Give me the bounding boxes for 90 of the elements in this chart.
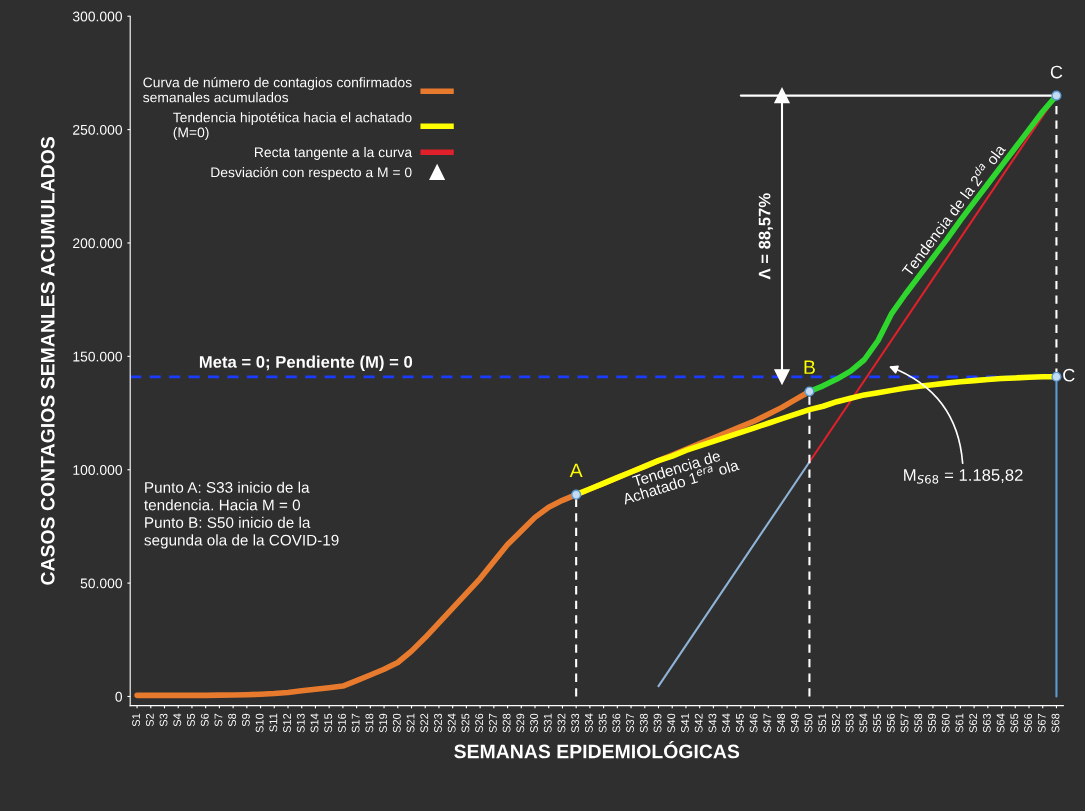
x-tick-label: S3 [159,713,168,727]
x-tick-label: S2 [145,713,154,727]
x-tick-label: S40 [667,713,676,733]
x-tick-label: S47 [763,713,772,733]
x-tick-label: S21 [406,713,415,733]
x-tick-label: S43 [708,713,717,733]
x-tick-label: S39 [653,713,662,733]
x-tick-label: S15 [324,713,333,733]
y-tick-label: 100.000 [73,465,123,475]
x-tick-label: S62 [969,713,978,733]
annotation: Λ = 88,57% [758,193,773,280]
x-tick-label: S1 [132,713,141,727]
annotation: Tendencia de la 2$^{da}$ ola [898,141,1007,278]
y-tick-label: 300.000 [72,11,123,22]
x-tick-label: S5 [187,713,195,727]
annotation: Meta = 0; Pendiente (M) = 0 [199,355,413,372]
annotation: B [804,360,815,374]
x-tick-label: S36 [612,713,621,733]
x-tick-label: S18 [365,713,374,733]
y-axis-title: CASOS CONTAGIOS SEMANLES ACUMULADOS [40,136,55,585]
x-tick-label: S30 [530,713,538,733]
legend-label: Recta tangente a la curva [254,147,413,160]
x-tick-label: S67 [1037,713,1046,733]
x-tick-label: S50 [804,713,813,733]
x-tick-label: S49 [790,713,799,733]
x-tick-label: S4 [173,713,182,727]
y-tick-label: 0 [115,691,123,702]
x-tick-label: S16 [338,713,346,733]
x-tick-label: S27 [488,713,497,733]
x-tick-label: S58 [914,713,923,733]
x-tick-label: S20 [392,713,401,733]
x-tick-label: S61 [955,713,964,733]
x-tick-label: S19 [379,713,388,733]
x-tick-label: S66 [1024,713,1032,733]
x-tick-label: S44 [722,713,731,733]
x-tick-label: S8 [228,713,237,727]
x-tick-label: S29 [516,713,525,733]
x-tick-label: S7 [214,713,223,727]
x-tick-label: S13 [296,713,305,733]
x-tick-label: S9 [241,713,250,727]
annotation: A [569,463,583,478]
x-tick-label: S23 [434,713,442,733]
x-tick-label: S60 [941,713,950,733]
x-tick-label: S57 [900,713,909,733]
x-tick-label: S59 [928,713,936,733]
x-tick-label: S22 [420,713,429,733]
x-tick-label: S34 [585,713,593,733]
x-tick-label: S31 [543,713,552,733]
x-tick-label: S63 [982,713,991,733]
x-tick-label: S42 [694,713,703,733]
legend-label: Curva de número de contagios confirmados semanales acumulados [143,76,412,103]
annotation: Punto A: S33 inicio de la tendencia. Hacia M = 0 Punto B: S50 inicio de la segunda ola de la COVID-19 [144,481,339,549]
x-tick-label: S53 [845,713,854,733]
y-tick-label: 150.000 [73,351,123,362]
x-tick-label: S28 [502,713,511,733]
y-tick-label: 50.000 [80,578,123,589]
x-tick-label: S26 [475,713,484,733]
x-tick-label: S56 [886,713,895,733]
x-tick-label: S38 [639,713,648,733]
x-tick-label: S25 [461,713,470,733]
x-tick-label: S41 [681,713,689,733]
x-tick-label: S55 [873,713,882,733]
legend-label: Desviación con respecto a M = 0 [211,166,412,180]
y-tick-label: 250.000 [73,124,123,135]
x-tick-label: S24 [447,713,456,733]
annotation: C [1063,368,1075,382]
x-tick-label: S48 [777,713,785,733]
x-tick-label: S37 [626,713,635,733]
x-tick-label: S14 [310,713,319,733]
x-tick-label: S46 [749,713,758,733]
x-tick-label: S11 [269,713,278,732]
x-tick-label: S51 [818,713,827,733]
x-tick-label: S68 [1051,713,1060,733]
x-tick-label: S10 [255,713,264,733]
x-tick-label: S6 [200,713,209,727]
x-tick-label: S65 [1010,713,1019,733]
x-tick-label: S17 [351,713,360,733]
x-tick-label: S33 [571,713,580,733]
legend-label: Tendencia hipotética hacia el achatado (M=0) [173,111,412,141]
y-tick-label: 200.000 [73,238,123,249]
x-tick-label: S54 [859,713,868,733]
x-tick-label: S64 [996,713,1005,733]
x-tick-label: S45 [735,713,744,733]
x-tick-label: S52 [832,713,840,733]
x-tick-label: S35 [598,713,607,733]
x-tick-label: S32 [557,713,566,733]
x-axis-title: SEMANAS EPIDEMIOLÓGICAS [454,740,740,759]
x-tick-label: S12 [283,713,291,733]
annotation: C [1050,65,1063,79]
annotation: M$_{S68}$ = 1.185,82 [904,469,1023,484]
